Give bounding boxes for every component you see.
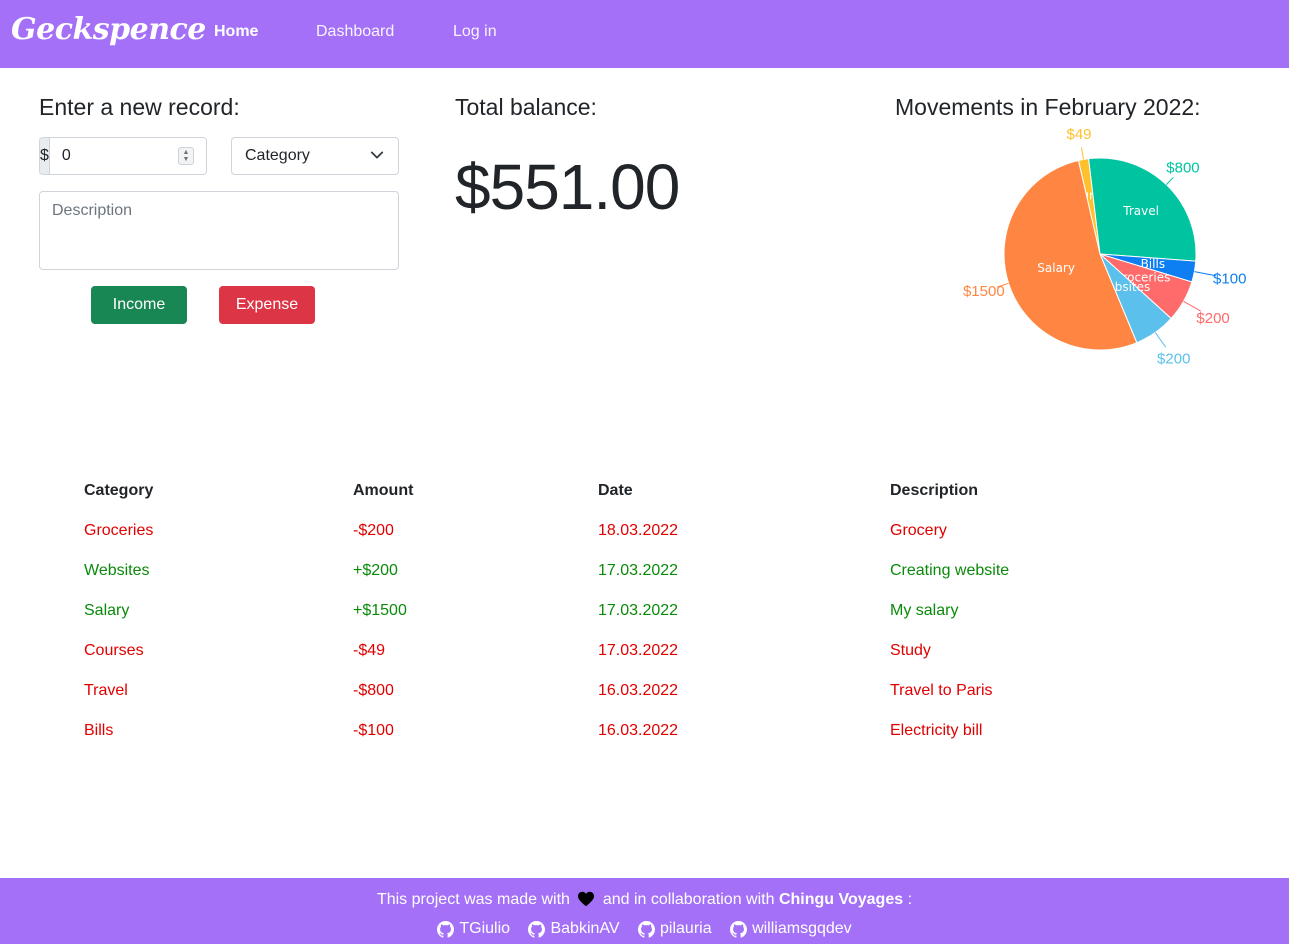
contributor-link-pilauria[interactable]: pilauria <box>638 920 712 938</box>
contributor-links: TGiulio BabkinAV pilauria williamsgqdev <box>0 920 1289 943</box>
nav-link-login[interactable]: Log in <box>453 23 497 40</box>
cell-amount: -$100 <box>353 722 394 739</box>
cell-date: 17.03.2022 <box>598 562 679 579</box>
cell-description: Study <box>890 642 931 659</box>
currency-addon: $ <box>40 138 50 174</box>
cell-category: Websites <box>84 562 150 579</box>
table-row: Travel -$800 16.03.2022 Travel to Paris <box>72 671 1217 711</box>
cell-description: My salary <box>890 602 959 619</box>
cell-category: Bills <box>84 722 114 739</box>
pie-category-label: Travel <box>1122 204 1159 218</box>
pie-leader-line <box>1166 177 1174 185</box>
cell-date: 17.03.2022 <box>598 642 679 659</box>
cell-category: Salary <box>84 602 130 619</box>
cell-amount: +$1500 <box>353 602 407 619</box>
total-balance-value: $551.00 <box>455 151 680 223</box>
cell-category: Groceries <box>84 522 154 539</box>
cell-description: Travel to Paris <box>890 682 993 699</box>
contributor-link-tgiulio[interactable]: TGiulio <box>437 920 510 938</box>
footer-colon: : <box>907 891 913 908</box>
cell-amount: -$200 <box>353 522 394 539</box>
table-header-row: Category Amount Date Description <box>72 471 1217 511</box>
header-category: Category <box>84 482 154 499</box>
income-button[interactable]: Income <box>91 286 187 324</box>
footer-made-with-text: This project was made with <box>376 891 570 908</box>
footer-org-link[interactable]: Chingu Voyages <box>778 891 904 908</box>
chevron-down-icon <box>370 151 384 159</box>
movements-pie-chart: $49Courses$800Travel$100Bills$200Groceri… <box>963 126 1246 368</box>
navbar: Geckspence Home Dashboard Log in <box>0 0 1289 68</box>
record-form-title: Enter a new record: <box>39 94 240 120</box>
heart-icon <box>578 891 595 907</box>
contributor-link-babkinav[interactable]: BabkinAV <box>528 920 620 938</box>
header-amount: Amount <box>353 482 414 499</box>
pie-value-label: $200 <box>1157 351 1190 368</box>
pie-value-label: $200 <box>1196 310 1229 327</box>
contributor-name: BabkinAV <box>550 920 620 937</box>
cell-description: Grocery <box>890 522 947 539</box>
cell-date: 18.03.2022 <box>598 522 679 539</box>
footer-credits: This project was made with and in collab… <box>0 891 1289 909</box>
cell-date: 17.03.2022 <box>598 602 679 619</box>
table-row: Salary +$1500 17.03.2022 My salary <box>72 591 1217 631</box>
brand-logo[interactable]: Geckspence <box>11 12 206 47</box>
description-field[interactable] <box>39 191 399 270</box>
cell-date: 16.03.2022 <box>598 682 679 699</box>
pie-value-label: $800 <box>1166 159 1199 176</box>
table-row: Bills -$100 16.03.2022 Electricity bill <box>72 711 1217 751</box>
chart-title: Movements in February 2022: <box>895 94 1201 120</box>
cell-amount: -$49 <box>353 642 386 659</box>
cell-date: 16.03.2022 <box>598 722 679 739</box>
category-select-value: Category <box>245 147 310 164</box>
pie-slice-travel <box>1088 157 1197 262</box>
contributor-name: pilauria <box>660 920 712 937</box>
pie-category-label: Salary <box>1037 261 1075 275</box>
contributor-name: williamsgqdev <box>752 920 852 937</box>
pie-value-label: $1500 <box>963 283 1005 300</box>
header-description: Description <box>890 482 979 499</box>
cell-category: Travel <box>84 682 128 699</box>
github-icon <box>730 920 748 938</box>
cell-category: Courses <box>84 642 144 659</box>
github-icon <box>437 920 455 938</box>
contributor-link-williamsgqdev[interactable]: williamsgqdev <box>730 920 852 938</box>
pie-value-label: $49 <box>1067 126 1092 143</box>
balance-title: Total balance: <box>455 94 597 120</box>
stepper-down-icon[interactable]: ▼ <box>182 156 190 163</box>
contributor-name: TGiulio <box>459 920 511 937</box>
pie-category-label: Bills <box>1141 257 1166 271</box>
footer-collab-text: and in collaboration with <box>602 891 775 908</box>
cell-description: Electricity bill <box>890 722 983 739</box>
nav-link-home[interactable]: Home <box>214 23 259 40</box>
pie-leader-line <box>1183 300 1202 312</box>
stepper-up-icon[interactable]: ▲ <box>182 149 190 156</box>
github-icon <box>528 920 546 938</box>
cell-amount: +$200 <box>353 562 398 579</box>
cell-description: Creating website <box>890 562 1010 579</box>
footer: This project was made with and in collab… <box>0 878 1289 944</box>
table-row: Websites +$200 17.03.2022 Creating websi… <box>72 551 1217 591</box>
pie-slice-salary <box>1003 159 1138 351</box>
records-table: Category Amount Date Description Groceri… <box>72 471 1217 751</box>
amount-stepper[interactable]: ▲ ▼ <box>178 147 194 165</box>
table-row: Groceries -$200 18.03.2022 Grocery <box>72 511 1217 551</box>
table-row: Courses -$49 17.03.2022 Study <box>72 631 1217 671</box>
pie-leader-line <box>1194 271 1217 277</box>
header-date: Date <box>598 482 633 499</box>
pie-leader-line <box>1154 332 1167 348</box>
category-select[interactable]: Category <box>231 137 399 175</box>
pie-value-label: $100 <box>1213 270 1246 287</box>
expense-button[interactable]: Expense <box>219 286 315 324</box>
amount-input-group: $ ▲ ▼ <box>39 137 207 175</box>
cell-amount: -$800 <box>353 682 394 699</box>
nav-link-dashboard[interactable]: Dashboard <box>316 23 395 40</box>
pie-leader-line <box>997 282 1009 288</box>
github-icon <box>638 920 656 938</box>
pie-leader-line <box>1080 147 1084 160</box>
